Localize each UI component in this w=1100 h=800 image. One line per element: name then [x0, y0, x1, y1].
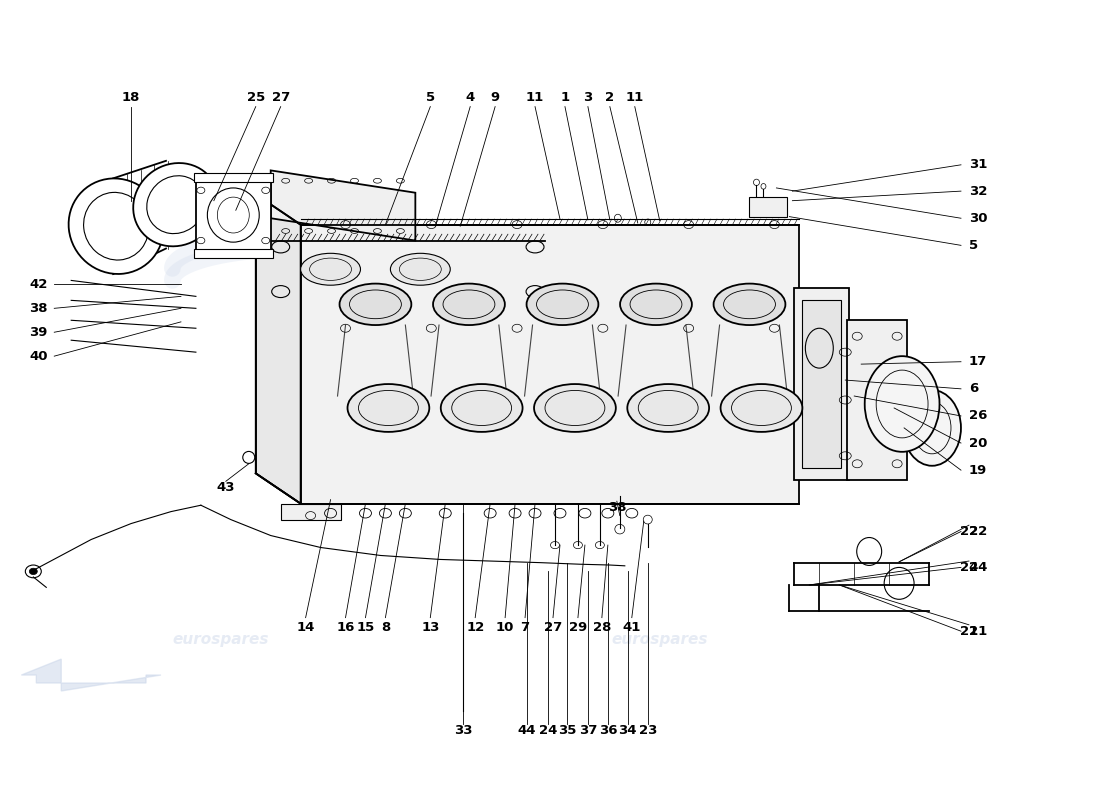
Text: 22: 22	[969, 525, 987, 538]
Text: 39: 39	[30, 326, 47, 338]
Text: 13: 13	[421, 621, 440, 634]
Text: 9: 9	[491, 90, 499, 103]
Ellipse shape	[68, 178, 164, 274]
Text: 17: 17	[969, 355, 987, 368]
Text: eurospares: eurospares	[173, 632, 270, 646]
Text: 27: 27	[543, 621, 562, 634]
Text: 42: 42	[30, 278, 47, 291]
Text: 33: 33	[454, 724, 473, 738]
Text: 5: 5	[969, 239, 978, 252]
Text: 27: 27	[272, 90, 289, 103]
Bar	[847, 320, 907, 480]
Text: 14: 14	[296, 621, 315, 634]
Polygon shape	[255, 194, 300, 504]
Bar	[802, 300, 842, 468]
Text: 10: 10	[496, 621, 515, 634]
Text: 24: 24	[539, 724, 558, 738]
Text: 25: 25	[246, 90, 265, 103]
Text: 2: 2	[605, 90, 615, 103]
Text: 24: 24	[960, 561, 978, 574]
Ellipse shape	[627, 384, 710, 432]
Text: 34: 34	[618, 724, 637, 738]
Text: 11: 11	[626, 90, 644, 103]
Text: 38: 38	[607, 501, 626, 514]
Text: 31: 31	[969, 158, 988, 171]
Ellipse shape	[720, 384, 802, 432]
Ellipse shape	[390, 254, 450, 286]
Text: 43: 43	[217, 481, 235, 494]
Text: 6: 6	[969, 382, 978, 395]
Text: 28: 28	[593, 621, 612, 634]
Text: 12: 12	[466, 621, 484, 634]
Text: 16: 16	[337, 621, 354, 634]
Ellipse shape	[133, 163, 219, 246]
Text: 15: 15	[356, 621, 375, 634]
Ellipse shape	[441, 384, 522, 432]
Polygon shape	[21, 659, 161, 691]
Polygon shape	[300, 225, 800, 504]
Ellipse shape	[620, 284, 692, 325]
Text: 18: 18	[122, 90, 140, 103]
Bar	[194, 249, 273, 258]
Text: 3: 3	[583, 90, 593, 103]
Text: 8: 8	[381, 621, 390, 634]
Text: 19: 19	[969, 464, 987, 477]
Text: 24: 24	[969, 561, 988, 574]
Text: 4: 4	[465, 90, 475, 103]
Text: 21: 21	[969, 625, 987, 638]
Ellipse shape	[340, 284, 411, 325]
Text: 20: 20	[969, 437, 988, 450]
Ellipse shape	[534, 384, 616, 432]
Text: 35: 35	[558, 724, 576, 738]
Text: 37: 37	[579, 724, 597, 738]
Text: eurospares: eurospares	[612, 632, 708, 646]
Bar	[749, 197, 788, 217]
Text: 30: 30	[969, 212, 988, 225]
Ellipse shape	[300, 254, 361, 286]
Ellipse shape	[30, 568, 37, 574]
Bar	[196, 177, 271, 253]
Ellipse shape	[714, 284, 785, 325]
Polygon shape	[271, 170, 416, 241]
Text: 23: 23	[639, 724, 657, 738]
Text: 36: 36	[598, 724, 617, 738]
Text: 1: 1	[560, 90, 570, 103]
Bar	[271, 241, 544, 298]
Text: 26: 26	[969, 410, 988, 422]
Text: 44: 44	[518, 724, 537, 738]
Bar	[794, 288, 849, 480]
Text: 22: 22	[960, 525, 978, 538]
Polygon shape	[280, 504, 341, 519]
Text: eurospares: eurospares	[301, 295, 426, 314]
Text: eurospares: eurospares	[674, 295, 799, 314]
Text: 29: 29	[569, 621, 587, 634]
Text: 21: 21	[960, 625, 978, 638]
Text: 5: 5	[426, 90, 434, 103]
Text: 41: 41	[623, 621, 641, 634]
Text: 32: 32	[969, 185, 988, 198]
Ellipse shape	[903, 390, 961, 466]
Ellipse shape	[433, 284, 505, 325]
Text: 40: 40	[30, 350, 47, 362]
Text: 11: 11	[526, 90, 544, 103]
Ellipse shape	[865, 356, 939, 452]
Ellipse shape	[348, 384, 429, 432]
Bar	[194, 173, 273, 182]
Text: 7: 7	[520, 621, 529, 634]
Ellipse shape	[527, 284, 598, 325]
Text: 38: 38	[30, 302, 47, 315]
